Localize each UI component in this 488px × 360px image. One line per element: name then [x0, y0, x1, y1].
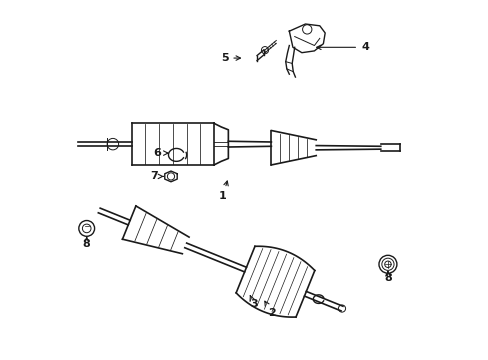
Text: 3: 3 [249, 296, 257, 309]
Text: 8: 8 [82, 239, 90, 249]
Text: 1: 1 [219, 181, 228, 201]
Text: 8: 8 [383, 273, 391, 283]
Text: 4: 4 [316, 42, 368, 52]
Text: 6: 6 [153, 148, 167, 158]
Text: 2: 2 [264, 301, 275, 318]
Text: 7: 7 [150, 171, 163, 181]
Text: 5: 5 [220, 53, 240, 63]
